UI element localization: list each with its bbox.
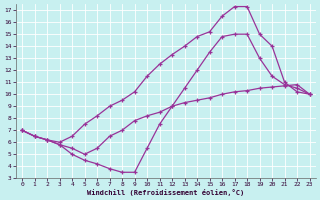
X-axis label: Windchill (Refroidissement éolien,°C): Windchill (Refroidissement éolien,°C) xyxy=(87,189,244,196)
